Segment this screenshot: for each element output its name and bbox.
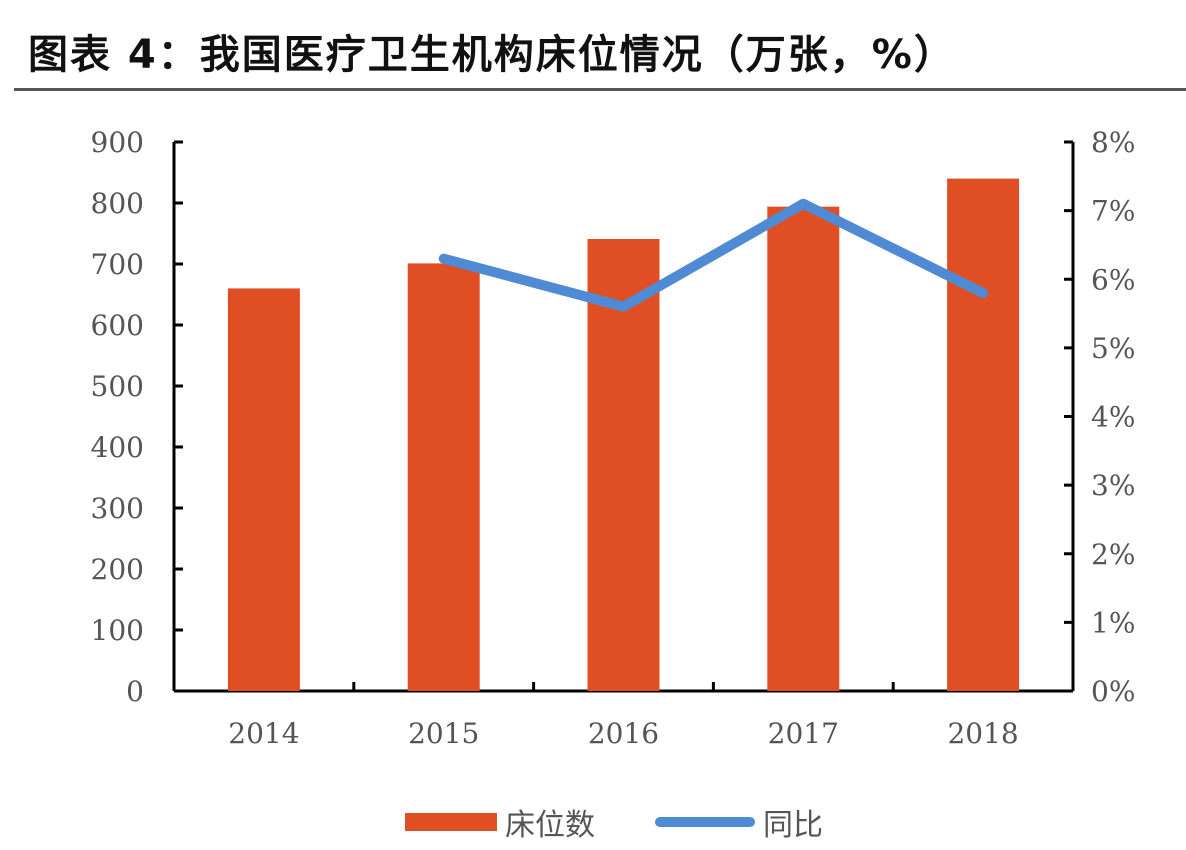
left-tick-label: 700	[91, 248, 144, 281]
right-tick-label: 4%	[1091, 401, 1135, 434]
bar	[407, 263, 480, 691]
x-tick-label: 2016	[588, 717, 659, 750]
chart-area: 0 100 200 300 400 500 600 700 800 900 0% 1% 2% 3% 4% 5%…	[91, 126, 1136, 750]
right-tick-label: 7%	[1091, 195, 1135, 228]
left-tick-label: 900	[91, 126, 144, 159]
x-tick-label: 2014	[228, 717, 299, 750]
right-tick-label: 2%	[1091, 538, 1135, 571]
legend-line-label: 同比	[763, 808, 823, 843]
left-tick-label: 600	[91, 309, 144, 342]
right-tick-label: 5%	[1091, 332, 1135, 365]
right-tick-label: 0%	[1091, 675, 1135, 708]
left-tick-label: 100	[91, 614, 144, 647]
x-tick-label: 2015	[408, 717, 479, 750]
bar	[947, 178, 1020, 692]
left-tick-label: 800	[91, 187, 144, 220]
right-tick-label: 6%	[1091, 263, 1135, 296]
bar	[227, 288, 300, 691]
left-tick-label: 200	[91, 553, 144, 586]
title-rule	[14, 88, 1186, 91]
left-tick-label: 500	[91, 370, 144, 403]
chart-title: 图表 4：我国医疗卫生机构床位情况（万张，%）	[28, 32, 956, 78]
left-tick-label: 400	[91, 431, 144, 464]
x-tick-label: 2017	[768, 717, 839, 750]
legend-bar-swatch	[405, 813, 497, 831]
bar	[587, 238, 660, 692]
left-tick-label: 300	[91, 492, 144, 525]
right-tick-label: 8%	[1091, 126, 1135, 159]
legend: 床位数 同比	[405, 800, 823, 844]
left-tick-label: 0	[126, 675, 144, 708]
legend-bar-label: 床位数	[505, 808, 595, 843]
x-tick-label: 2018	[947, 717, 1018, 750]
right-tick-label: 3%	[1091, 469, 1135, 502]
yoy-line	[438, 198, 989, 312]
right-tick-label: 1%	[1091, 606, 1135, 639]
legend-line-swatch	[655, 817, 755, 827]
bar	[767, 206, 840, 691]
